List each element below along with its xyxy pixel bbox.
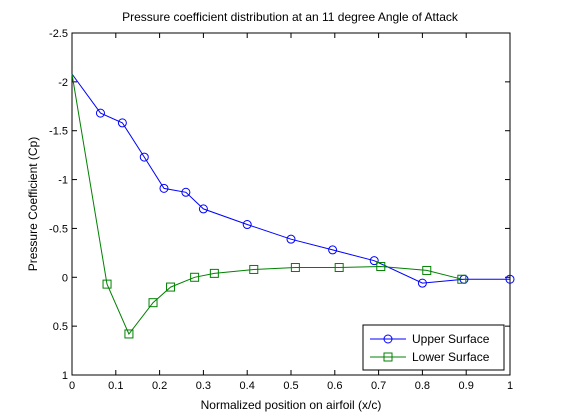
lower-surface-point (422, 265, 432, 275)
x-tick-label: 0.4 (240, 380, 255, 392)
y-tick-label: -2 (58, 77, 68, 89)
x-tick-label: 0 (69, 380, 75, 392)
lower-surface-point (249, 264, 259, 274)
lower-surface-point (190, 272, 200, 282)
x-axis-label: Normalized position on airfoil (x/c) (201, 398, 382, 412)
upper-surface-point (117, 118, 127, 128)
lower-surface-point (376, 262, 386, 272)
y-tick-label: 0.5 (53, 321, 68, 333)
x-tick-label: 0.2 (152, 380, 167, 392)
x-axis: 0 0.1 0.2 0.3 0.4 0.5 0.6 0.7 0.8 0.9 1 (69, 33, 513, 392)
plot-area (71, 32, 511, 376)
x-tick-label: 0.5 (283, 380, 298, 392)
upper-surface-line (71, 73, 510, 284)
x-tick-label: 0.6 (327, 380, 342, 392)
upper-surface-point (328, 245, 338, 255)
y-tick-label: -2.5 (49, 28, 68, 40)
x-tick-label: 0.1 (108, 380, 123, 392)
upper-surface-point (417, 278, 427, 288)
y-tick-label: -1.5 (49, 126, 68, 138)
upper-surface-point (505, 274, 515, 284)
lower-surface-point (334, 263, 344, 273)
lower-surface-point (166, 282, 176, 292)
lower-surface-point (290, 263, 300, 273)
y-axis-label: Pressure Coefficient (Cp) (26, 137, 40, 272)
upper-surface-point (181, 187, 191, 197)
lower-surface-point (148, 298, 158, 308)
lower-surface-point (102, 279, 112, 289)
lower-surface-line (71, 73, 462, 335)
chart-title: Pressure coefficient distribution at an … (122, 10, 459, 24)
legend-box (362, 324, 505, 371)
upper-surface-point (139, 152, 149, 162)
legend-label-upper-surface: Upper Surface (412, 332, 490, 346)
x-tick-label: 0.3 (196, 380, 211, 392)
upper-surface-point (286, 234, 296, 244)
y-tick-label: 0 (62, 272, 68, 284)
x-tick-label: 0.9 (459, 380, 474, 392)
upper-surface-point (95, 108, 105, 118)
y-tick-label: 1 (62, 370, 68, 382)
lower-surface-point (209, 268, 219, 278)
upper-surface-point (198, 204, 208, 214)
lower-surface-point (457, 274, 467, 284)
upper-surface-point (242, 220, 252, 230)
lower-surface-point (124, 329, 134, 339)
legend-label-lower-surface: Lower Surface (412, 350, 490, 364)
y-axis: -2.5 -2 -1.5 -1 -0.5 0 0.5 1 (49, 28, 510, 382)
x-tick-label: 0.8 (415, 380, 430, 392)
x-tick-label: 0.7 (371, 380, 386, 392)
series-layer (71, 73, 515, 339)
y-tick-label: -1 (58, 175, 68, 187)
upper-surface-point (369, 256, 379, 266)
legend-marker-upper-surface (383, 334, 393, 344)
y-tick-label: -0.5 (49, 223, 68, 235)
x-tick-label: 1 (507, 380, 513, 392)
legend: Upper Surface Lower Surface (362, 324, 505, 371)
upper-surface-point (159, 183, 169, 193)
legend-marker-lower-surface (383, 352, 393, 362)
